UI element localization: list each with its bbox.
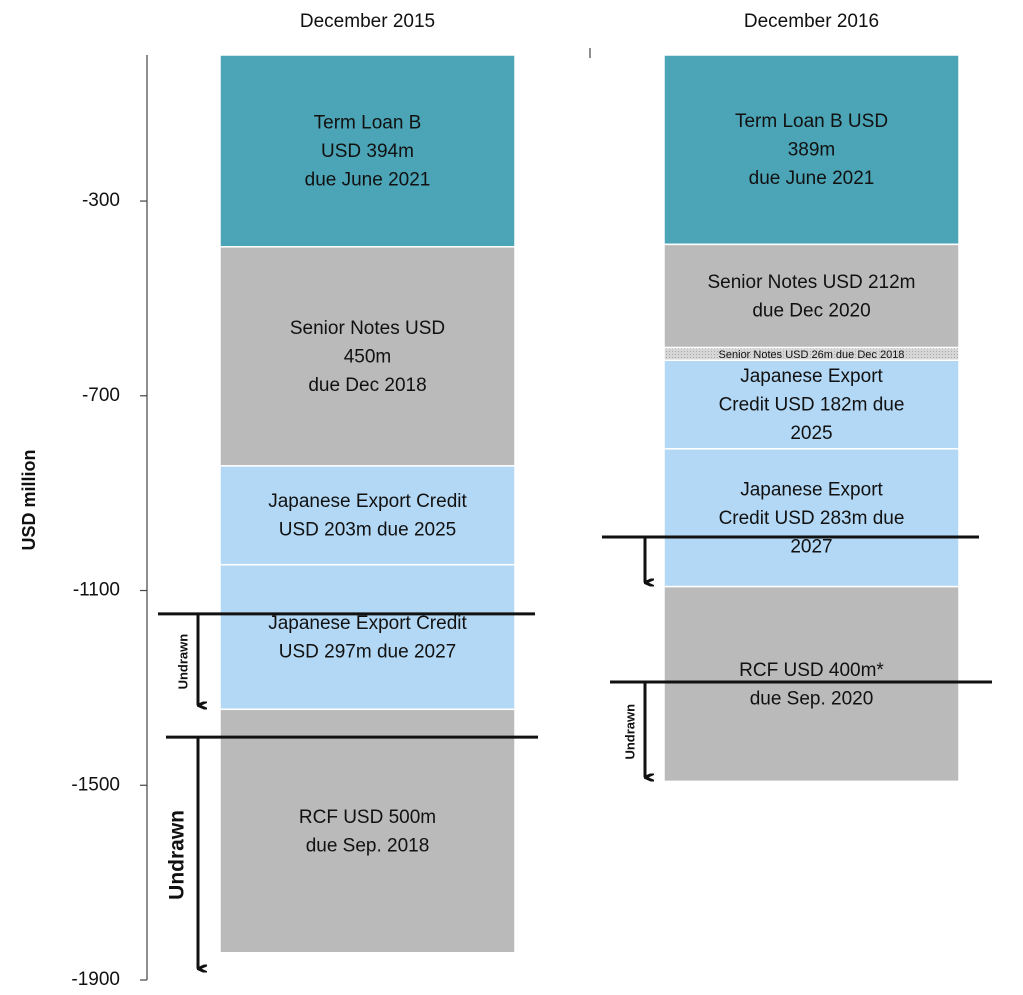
bar-segment: [219, 465, 516, 566]
segment-label: Senior Notes USD: [290, 318, 445, 339]
segment-label: USD 203m due 2025: [279, 520, 456, 541]
segment-label: due Sep. 2020: [750, 688, 874, 709]
segment-label: due June 2021: [749, 168, 875, 189]
segment-label: 450m: [344, 346, 392, 367]
segment-label: 2027: [790, 536, 832, 557]
segment-label: USD 297m due 2027: [279, 641, 456, 662]
segment-label: Credit USD 182m due: [719, 395, 905, 416]
y-tick-label: -1100: [73, 580, 120, 601]
y-tick-label: -700: [82, 385, 120, 406]
segment-label: RCF USD 500m: [299, 807, 436, 828]
bar-segment: [663, 359, 960, 450]
undrawn-label: Undrawn: [622, 704, 637, 760]
undrawn-label: Undrawn: [166, 810, 189, 900]
segment-label: Senior Notes USD 212m: [707, 272, 915, 293]
bar-segment: [219, 246, 516, 467]
segment-label: 2025: [790, 423, 832, 444]
segment-label: Japanese Export: [740, 479, 883, 500]
category-label: December 2016: [744, 11, 879, 32]
segment-label: due Dec 2020: [752, 300, 870, 321]
bar-segment: [663, 585, 960, 783]
bar-segment: [663, 243, 960, 349]
y-tick-label: -1500: [71, 774, 120, 795]
segment-label: USD 394m: [321, 141, 414, 162]
bar-segment: [219, 563, 516, 711]
segment-label: Credit USD 283m due: [719, 508, 905, 529]
segment-label: Japanese Export Credit: [268, 491, 467, 512]
bar-segment: [663, 448, 960, 588]
segment-label: Japanese Export: [740, 366, 883, 387]
y-tick-label: -300: [82, 190, 120, 211]
bar-segment: [219, 708, 516, 954]
segment-label: Japanese Export Credit: [268, 613, 467, 634]
category-label: December 2015: [300, 11, 435, 32]
segment-label: Senior Notes USD 26m due Dec 2018: [719, 349, 905, 361]
bar-segment: [663, 54, 960, 246]
segment-label: due Sep. 2018: [306, 835, 430, 856]
segment-label: RCF USD 400m*: [739, 660, 884, 681]
segment-label: Term Loan B: [314, 112, 422, 133]
segment-label: Term Loan B USD: [735, 111, 888, 132]
undrawn-label: Undrawn: [175, 634, 190, 690]
y-tick-label: -1900: [71, 969, 120, 990]
segment-label: due Dec 2018: [308, 375, 426, 396]
y-axis-label: USD million: [19, 449, 39, 550]
segment-label: due June 2021: [305, 169, 431, 190]
segment-label: 389m: [788, 140, 836, 161]
